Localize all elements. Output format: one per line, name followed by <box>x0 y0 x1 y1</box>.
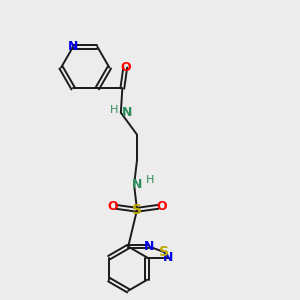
Text: S: S <box>159 245 169 259</box>
Text: S: S <box>132 203 142 217</box>
Text: N: N <box>132 178 142 191</box>
Text: O: O <box>156 200 166 213</box>
Text: H: H <box>110 105 118 115</box>
Text: N: N <box>68 40 78 53</box>
Text: O: O <box>120 61 130 74</box>
Text: N: N <box>163 251 174 264</box>
Text: N: N <box>122 106 133 119</box>
Text: N: N <box>144 240 154 253</box>
Text: H: H <box>146 175 154 185</box>
Text: O: O <box>108 200 118 213</box>
